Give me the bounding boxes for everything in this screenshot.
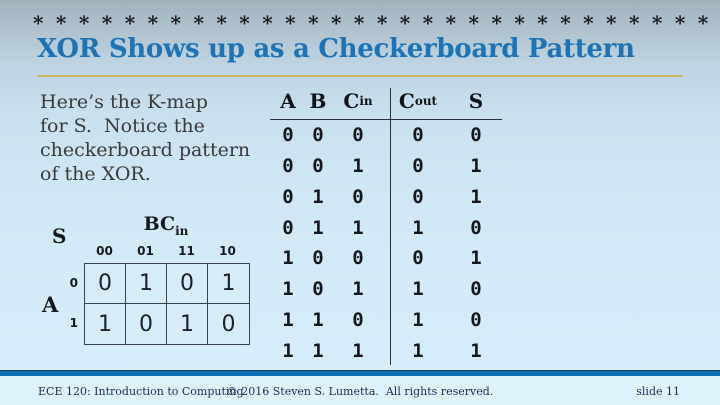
truth-table-cell: 0 bbox=[470, 216, 482, 239]
truth-table-cell: 0 bbox=[312, 247, 324, 270]
truth-table-cell: 1 bbox=[312, 185, 324, 208]
truth-table-cell: 0 bbox=[352, 247, 364, 270]
truth-table-cell: 1 bbox=[352, 339, 364, 362]
truth-table-cell: 1 bbox=[352, 155, 364, 178]
kmap-cell: 1 bbox=[126, 264, 167, 304]
truth-table-cell: 0 bbox=[412, 124, 424, 147]
truth-table-cell: 0 bbox=[412, 155, 424, 178]
truth-table-cell: 0 bbox=[312, 155, 324, 178]
truth-table-cell: 1 bbox=[312, 216, 324, 239]
truth-table-col-main: C bbox=[343, 89, 360, 113]
truth-table-cell: 1 bbox=[412, 216, 424, 239]
footer-accent-bar bbox=[0, 370, 720, 376]
kmap-column-label: 11 bbox=[178, 244, 195, 258]
truth-table-cell: 1 bbox=[352, 278, 364, 301]
truth-table-cell: 1 bbox=[282, 247, 294, 270]
kmap-column-label: 01 bbox=[137, 244, 154, 258]
kmap-column-labels: 00 01 11 10 bbox=[84, 244, 248, 258]
kmap-row-label: 0 bbox=[69, 276, 78, 290]
truth-table-cell: 1 bbox=[312, 339, 324, 362]
truth-table-col-header: A bbox=[270, 88, 306, 114]
truth-table-cell: 1 bbox=[412, 339, 424, 362]
truth-table-col-main: C bbox=[398, 89, 415, 113]
truth-table-cell: 0 bbox=[470, 278, 482, 301]
truth-table-cell: 0 bbox=[470, 124, 482, 147]
truth-table-cell: 0 bbox=[412, 247, 424, 270]
truth-table-cell: 0 bbox=[470, 308, 482, 331]
footer-strip bbox=[0, 376, 720, 405]
kmap-cell: 1 bbox=[208, 264, 249, 304]
truth-table-cell: 0 bbox=[352, 308, 364, 331]
truth-table-col-main: S bbox=[468, 89, 484, 113]
truth-table-cell: 0 bbox=[312, 124, 324, 147]
kmap-column-label: 10 bbox=[219, 244, 236, 258]
truth-table-col-header: S bbox=[450, 88, 502, 114]
truth-table-cell: 0 bbox=[352, 185, 364, 208]
truth-table-cell: 1 bbox=[282, 308, 294, 331]
truth-table-cell: 0 bbox=[412, 185, 424, 208]
footer-slide-number: slide 11 bbox=[636, 385, 680, 398]
truth-table-cell: 1 bbox=[470, 155, 482, 178]
truth-table-cell: 1 bbox=[470, 185, 482, 208]
truth-table-col-sub: in bbox=[359, 94, 373, 108]
truth-table-cell: 0 bbox=[282, 185, 294, 208]
kmap-cell: 0 bbox=[221, 311, 236, 337]
truth-table-col-main: A bbox=[280, 89, 296, 113]
truth-table-cell: 1 bbox=[470, 247, 482, 270]
kmap-cell: 0 bbox=[167, 264, 208, 304]
kmap-output-label: S bbox=[52, 224, 67, 248]
truth-table-col-main: B bbox=[309, 89, 327, 113]
kmap-column-group-main: BC bbox=[143, 213, 176, 235]
kmap-cell: 1 bbox=[167, 304, 208, 344]
footer-copyright: © 2016 Steven S. Lumetta. All rights res… bbox=[226, 385, 494, 398]
truth-table-cell: 1 bbox=[312, 308, 324, 331]
page-title: XOR Shows up as a Checkerboard Pattern bbox=[37, 34, 635, 64]
intro-paragraph: Here’s the K-map for S. Notice the check… bbox=[40, 91, 251, 185]
truth-table-col-sub: out bbox=[414, 94, 438, 108]
truth-table-col-header: B bbox=[306, 88, 330, 114]
footer-course-name: ECE 120: Introduction to Computing bbox=[38, 385, 244, 398]
title-underline bbox=[37, 75, 683, 77]
kmap-cell: 0 bbox=[85, 264, 126, 304]
truth-table-cell: 1 bbox=[470, 339, 482, 362]
truth-table-cell: 1 bbox=[282, 339, 294, 362]
truth-table-cell: 0 bbox=[312, 278, 324, 301]
kmap-cell: 1 bbox=[85, 304, 126, 344]
truth-table-cell: 1 bbox=[412, 278, 424, 301]
kmap-row-group-label: A bbox=[42, 292, 59, 317]
truth-table-cell: 0 bbox=[282, 155, 294, 178]
kmap-row-label: 1 bbox=[69, 316, 78, 330]
kmap-column-group-label: BCin bbox=[84, 213, 248, 238]
kmap-column-label: 00 bbox=[96, 244, 113, 258]
truth-table-cell: 0 bbox=[282, 124, 294, 147]
truth-table-cell: 1 bbox=[352, 216, 364, 239]
kmap-column-group-sub: in bbox=[175, 223, 189, 238]
decorative-star-border: * * * * * * * * * * * * * * * * * * * * … bbox=[33, 11, 720, 35]
truth-table-cell: 1 bbox=[282, 278, 294, 301]
truth-table-io-divider bbox=[390, 88, 391, 365]
kmap-cell: 0 bbox=[126, 304, 167, 344]
truth-table-cell: 0 bbox=[282, 216, 294, 239]
truth-table-cell: 0 bbox=[352, 124, 364, 147]
truth-table-cell: 1 bbox=[412, 308, 424, 331]
